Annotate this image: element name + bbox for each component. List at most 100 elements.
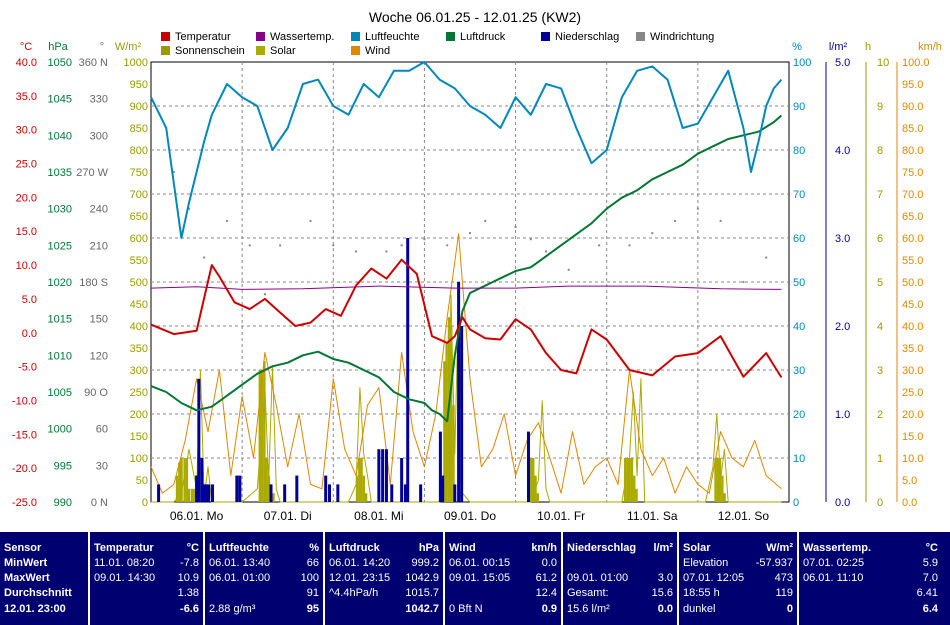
stats-cell-label: Gesamt: bbox=[567, 587, 609, 599]
sunshine-bar bbox=[452, 405, 455, 502]
sunshine-bar bbox=[358, 458, 361, 502]
stats-cell-value: 5.9 bbox=[922, 557, 938, 569]
stats-cell-value: 0.0 bbox=[541, 557, 557, 569]
stats-column-title: Wassertemp. bbox=[803, 542, 872, 554]
wind-direction-dot bbox=[567, 268, 570, 271]
wind-tick-label: 90.0 bbox=[902, 101, 923, 113]
rain-tick-label: 4.0 bbox=[835, 145, 850, 157]
rain-bar bbox=[197, 378, 201, 502]
wind-tick-label: 0.0 bbox=[902, 497, 917, 509]
legend-swatch bbox=[351, 32, 360, 41]
sunshine-bar bbox=[267, 475, 271, 502]
stats-cell-value: 119 bbox=[775, 587, 793, 599]
rain-bar bbox=[441, 475, 445, 502]
temp-unit-label: °C bbox=[20, 41, 32, 53]
stats-cell-value: 0.0 bbox=[657, 603, 673, 615]
rain-bar bbox=[211, 484, 215, 502]
rain-bar bbox=[204, 484, 208, 502]
solar-tick-label: 400 bbox=[130, 321, 148, 333]
sunshine-bar bbox=[185, 458, 189, 502]
solar-tick-label: 150 bbox=[130, 431, 148, 443]
stats-cell-label: 06.01. 14:20 bbox=[329, 557, 391, 569]
legend-swatch bbox=[446, 32, 455, 41]
solar-tick-label: 900 bbox=[130, 101, 148, 113]
stats-cell-label: 09.01. 01:00 bbox=[567, 572, 629, 584]
stats-cell-value: 61.2 bbox=[535, 572, 557, 584]
stats-column-unit: W/m² bbox=[766, 542, 793, 554]
pressure-tick-label: 1040 bbox=[48, 130, 72, 142]
x-tick-label: 06.01. Mo bbox=[170, 509, 224, 523]
direction-tick-label: 300 bbox=[90, 130, 108, 142]
sunshine-tick-label: 0 bbox=[877, 497, 883, 509]
rain-bar bbox=[324, 475, 328, 502]
sunshine-bar bbox=[272, 493, 275, 502]
sunshine-tick-label: 9 bbox=[877, 101, 883, 113]
rain-bar bbox=[283, 484, 287, 502]
rain-bar bbox=[336, 484, 340, 502]
pressure-tick-label: 1015 bbox=[48, 314, 72, 326]
sunshine-bar bbox=[628, 458, 631, 502]
pressure-tick-label: 1050 bbox=[48, 57, 72, 69]
rain-bar bbox=[207, 484, 211, 502]
solar-tick-label: 0 bbox=[142, 497, 148, 509]
sunshine-bar bbox=[536, 493, 539, 502]
rain-bar bbox=[200, 458, 204, 502]
wind-direction-dot bbox=[514, 226, 517, 228]
stats-cell-value: 6.4 bbox=[922, 603, 938, 615]
solar-tick-label: 100 bbox=[130, 453, 148, 465]
stats-cell-label: 06.01. 01:00 bbox=[209, 572, 271, 584]
wind-tick-label: 25.0 bbox=[902, 387, 923, 399]
chart-title: Woche 06.01.25 - 12.01.25 (KW2) bbox=[369, 9, 581, 25]
wind-tick-label: 20.0 bbox=[902, 409, 923, 421]
direction-tick-label: 0 N bbox=[91, 497, 108, 509]
wind-direction-dot bbox=[355, 250, 358, 253]
sunshine-bar bbox=[723, 493, 726, 502]
solar-tick-label: 550 bbox=[130, 255, 148, 267]
legend-swatch bbox=[636, 32, 645, 41]
stats-water-temp: Wassertemp. °C 07.01. 02:25 5.9 06.01. 11:10… bbox=[797, 532, 942, 625]
temp-tick-label: 15.0 bbox=[16, 226, 37, 238]
stats-cell-label: dunkel bbox=[683, 603, 716, 615]
legend-item-label: Luftfeuchte bbox=[365, 31, 419, 43]
sunshine-bar bbox=[362, 475, 366, 502]
sunshine-bar bbox=[443, 361, 446, 502]
chart-marks bbox=[150, 61, 783, 503]
stats-temperature: Temperatur °C 11.01. 08:20 -7.8 09.01. 14:30… bbox=[88, 532, 203, 625]
x-tick-label: 09.01. Do bbox=[444, 509, 496, 523]
wind-direction-dot bbox=[423, 238, 426, 241]
temp-tick-label: -10.0 bbox=[12, 395, 37, 407]
legend-swatch bbox=[541, 32, 550, 41]
stats-cell-value: 1042.9 bbox=[405, 572, 439, 584]
rain-unit-label: l/m² bbox=[829, 41, 848, 53]
wind-tick-label: 75.0 bbox=[902, 167, 923, 179]
stats-column-unit: °C bbox=[925, 542, 938, 554]
stats-cell-label: 0 Bft N bbox=[449, 603, 483, 615]
solar-tick-label: 950 bbox=[130, 79, 148, 91]
stats-label-current: 12.01. 23:00 bbox=[4, 603, 66, 615]
stats-column-unit: °C bbox=[186, 542, 199, 554]
stats-cell-value: -57.937 bbox=[755, 557, 793, 569]
sunshine-bar bbox=[635, 488, 638, 502]
temp-tick-label: -15.0 bbox=[12, 429, 37, 441]
stats-cell-value: 91 bbox=[306, 587, 319, 599]
stats-cell-value: 100 bbox=[300, 572, 319, 584]
luftfeuchte-line bbox=[150, 61, 783, 239]
sunshine-bar bbox=[626, 458, 629, 502]
sunshine-unit-label: h bbox=[865, 41, 871, 53]
sunshine-bar bbox=[630, 458, 634, 502]
wind-direction-dot bbox=[598, 244, 601, 247]
rain-bar bbox=[400, 458, 404, 502]
stats-cell-label: 15.6 l/m² bbox=[567, 603, 610, 615]
stats-cell-label: 12.01. 23:15 bbox=[329, 572, 391, 584]
wind-direction-dot bbox=[400, 244, 403, 247]
legend-item-label: Luftdruck bbox=[460, 31, 506, 43]
sunshine-bar bbox=[265, 458, 268, 502]
legend-item-label: Niederschlag bbox=[555, 31, 619, 43]
wind-tick-label: 65.0 bbox=[902, 211, 923, 223]
stats-cell-value: 1015.7 bbox=[405, 587, 439, 599]
temp-tick-label: 5.0 bbox=[22, 294, 37, 306]
sunshine-bar bbox=[364, 493, 368, 502]
legend-item-label: Sonnenschein bbox=[175, 45, 245, 57]
solar-tick-label: 350 bbox=[130, 343, 148, 355]
pressure-tick-label: 990 bbox=[54, 497, 72, 509]
